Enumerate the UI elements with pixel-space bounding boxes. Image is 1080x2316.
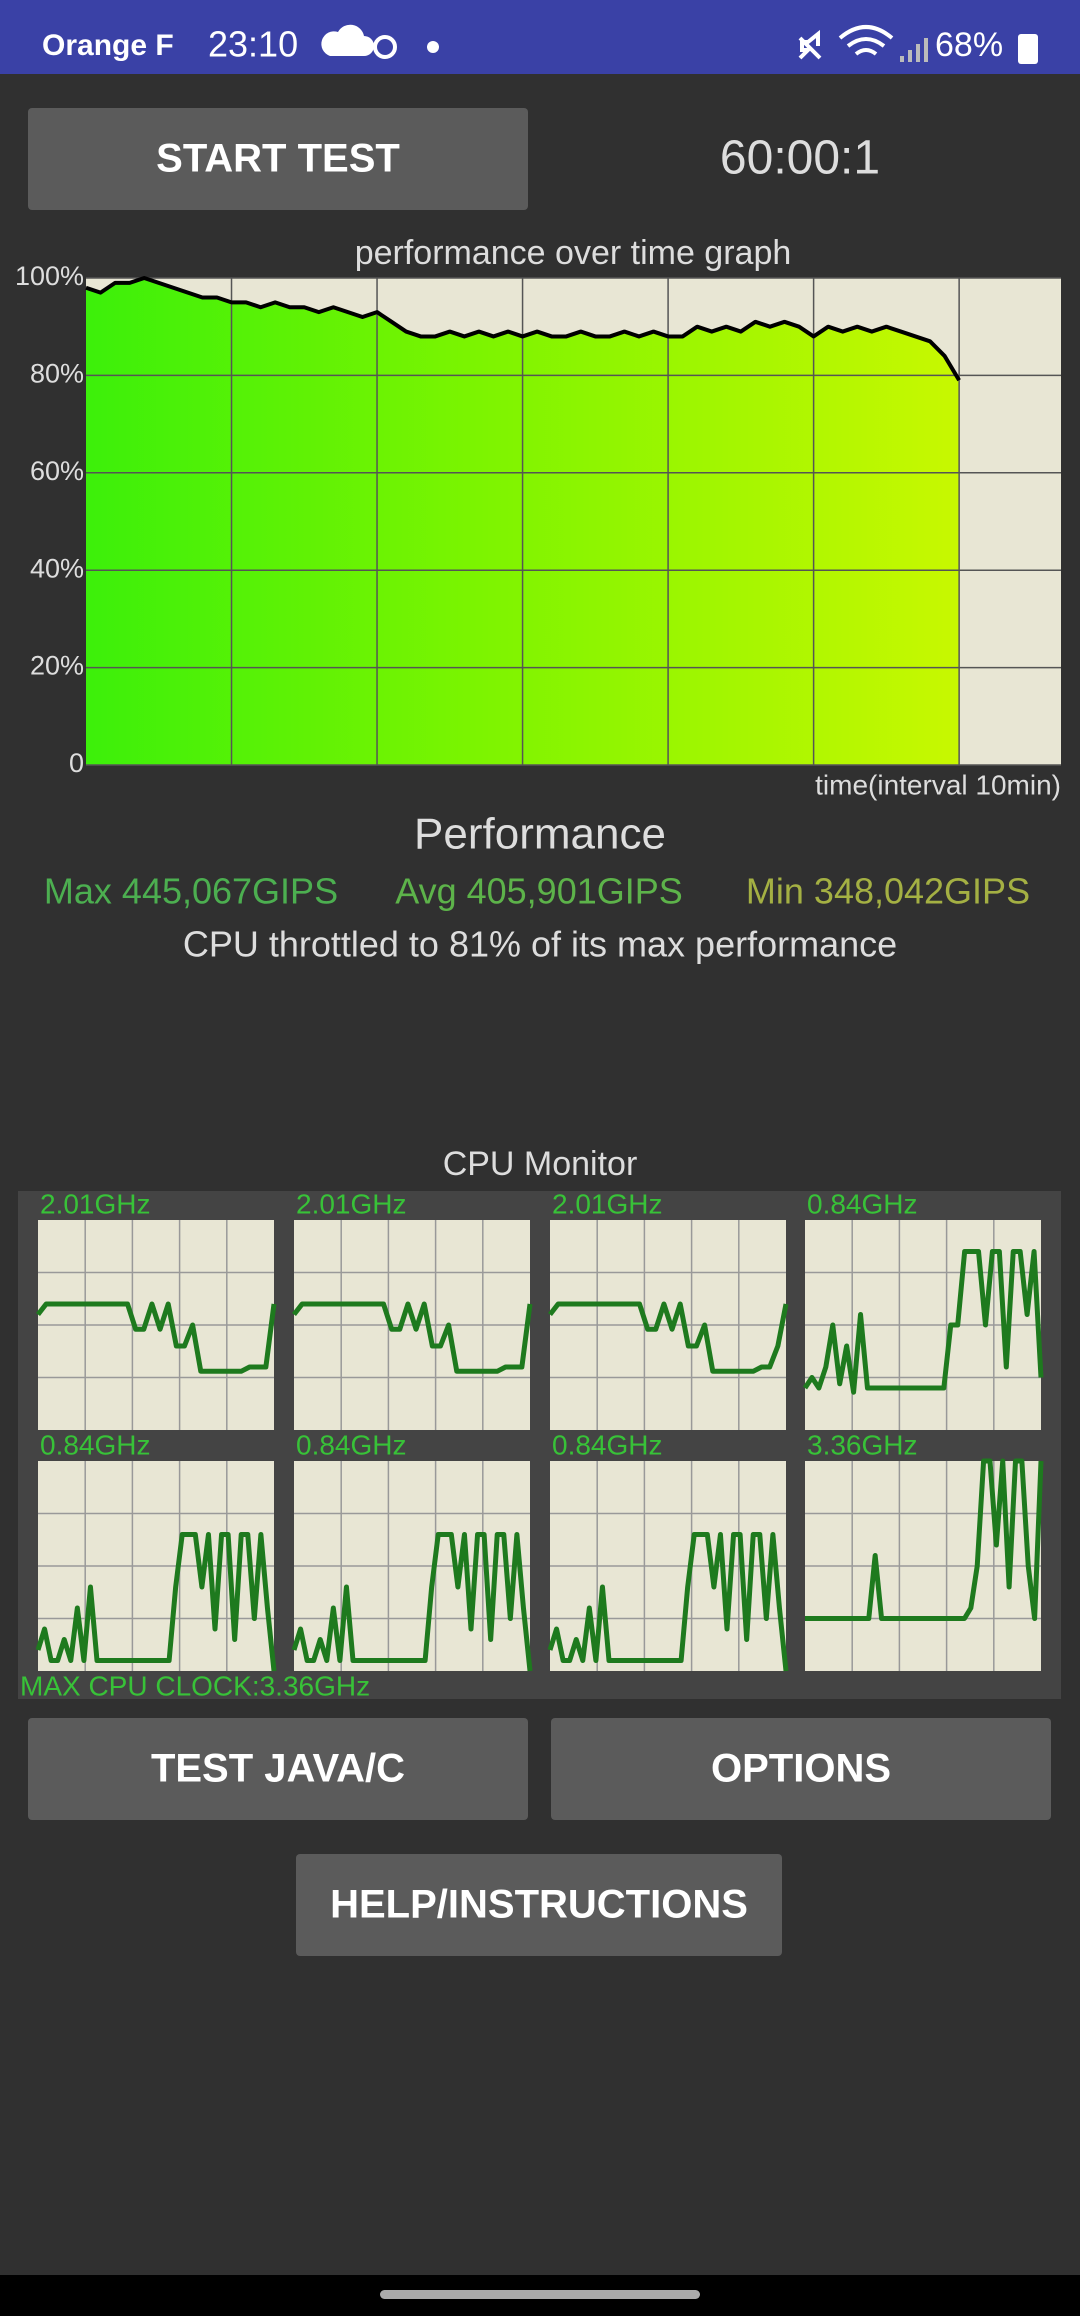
core-line <box>291 1532 533 1672</box>
core-label: 0.84GHz <box>40 1429 151 1460</box>
core-label: 0.84GHz <box>807 1188 918 1219</box>
core-label: 3.36GHz <box>807 1429 918 1460</box>
clock: 23:10 <box>208 24 298 65</box>
help-button[interactable] <box>296 1854 782 1956</box>
start-test-label: START TEST <box>156 137 400 181</box>
cloud-icon <box>321 24 374 56</box>
core-line <box>36 1301 277 1374</box>
test-java-label: TEST JAVA/C <box>151 1747 405 1791</box>
home-handle[interactable] <box>380 2290 700 2299</box>
y-tick-label: 20% <box>30 651 84 681</box>
core-line <box>802 1249 1044 1395</box>
min-stat: Min 348,042GIPS <box>746 871 1030 912</box>
cpu-cores: 2.01GHz 2.01GHz 2.01GHz 0.84GHz 0.84GHz 0.84G… <box>35 1188 1044 1672</box>
start-test-button[interactable] <box>28 108 528 210</box>
wifi-icon <box>838 25 894 56</box>
max-cpu-clock: MAX CPU CLOCK:3.36GHz <box>20 1670 370 1701</box>
carrier: Orange F <box>42 29 174 62</box>
performance-title: Performance <box>414 810 666 859</box>
max-stat: Max 445,067GIPS <box>44 871 338 912</box>
y-tick-label: 0 <box>69 748 84 778</box>
dot-icon <box>427 41 439 53</box>
options-button[interactable] <box>551 1718 1051 1820</box>
x-axis-label: time(interval 10min) <box>815 769 1061 800</box>
core-label: 0.84GHz <box>296 1429 407 1460</box>
performance-graph: 0 20% 40% 60% 80% 100% <box>15 261 1061 778</box>
sync-icon <box>373 35 397 59</box>
help-label: HELP/INSTRUCTIONS <box>330 1883 748 1927</box>
core-label: 0.84GHz <box>552 1429 663 1460</box>
core-line <box>35 1532 277 1672</box>
y-tick-label: 60% <box>30 456 84 486</box>
options-label: OPTIONS <box>711 1747 891 1791</box>
core-line <box>805 1458 1044 1621</box>
y-tick-label: 80% <box>30 359 84 389</box>
y-tick-label: 100% <box>15 261 84 291</box>
mute-icon <box>798 29 822 60</box>
battery-text: 68% <box>935 26 1003 64</box>
y-tick-label: 40% <box>30 553 84 583</box>
core-line <box>292 1301 533 1374</box>
graph-title: performance over time graph <box>355 234 792 272</box>
signal-icon <box>900 38 928 62</box>
core-label: 2.01GHz <box>296 1188 407 1219</box>
core-line <box>548 1301 789 1374</box>
performance-line <box>85 276 961 382</box>
battery-icon <box>1018 34 1038 64</box>
avg-stat: Avg 405,901GIPS <box>395 871 683 912</box>
core-line <box>547 1532 789 1672</box>
throttle-text: CPU throttled to 81% of its max performa… <box>183 924 897 965</box>
cpu-monitor-title: CPU Monitor <box>443 1145 638 1183</box>
timer: 60:00:1 <box>720 132 880 185</box>
core-label: 2.01GHz <box>40 1188 151 1219</box>
core-label: 2.01GHz <box>552 1188 663 1219</box>
test-java-button[interactable] <box>28 1718 528 1820</box>
